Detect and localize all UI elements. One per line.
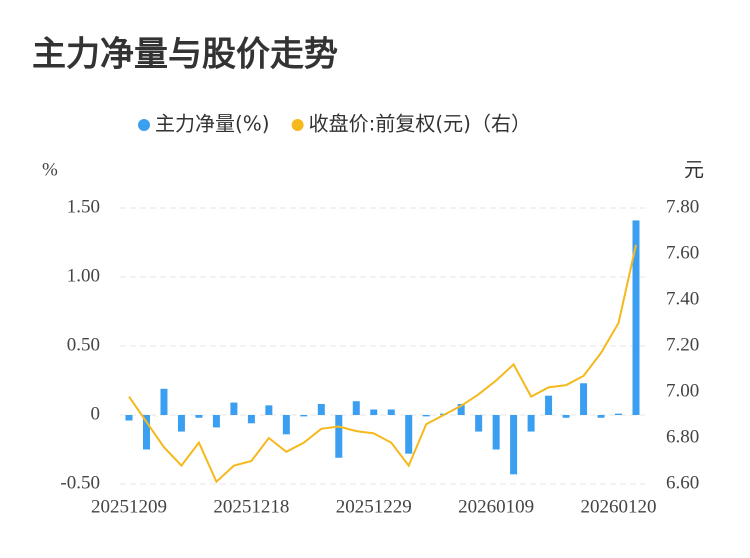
legend-label: 收盘价:前复权(元)（右） (309, 112, 531, 136)
bar (492, 415, 500, 450)
bar (615, 413, 623, 415)
bar (352, 401, 360, 415)
bar (527, 415, 535, 432)
bar (160, 388, 168, 415)
x-tick-label: 20260109 (458, 496, 534, 517)
bar (230, 402, 238, 415)
y-axis-label: % (42, 159, 58, 180)
y-tick-label: -0.50 (60, 472, 100, 493)
y-tick-label: 1.00 (67, 265, 100, 286)
x-tick-label: 20251209 (91, 496, 167, 517)
bar (335, 415, 343, 458)
x-tick-label: 20251218 (213, 496, 289, 517)
bar (387, 409, 395, 415)
y2-tick-label: 6.80 (666, 426, 699, 447)
bar (125, 415, 133, 421)
bar (265, 405, 273, 415)
bar (317, 403, 325, 415)
y-tick-label: 1.50 (67, 196, 100, 217)
legend-marker (138, 119, 150, 131)
bar (177, 415, 185, 432)
y2-tick-label: 7.80 (666, 196, 699, 217)
bar (632, 220, 640, 415)
bar (562, 415, 570, 418)
bar (142, 415, 150, 450)
bar (370, 409, 378, 415)
y-tick-label: 0 (91, 403, 101, 424)
y2-tick-label: 6.60 (666, 472, 699, 493)
bar (282, 415, 290, 435)
y2-tick-label: 7.40 (666, 288, 699, 309)
bar (422, 415, 430, 417)
bar (405, 415, 413, 454)
bar (457, 403, 465, 415)
bar (580, 383, 588, 415)
y-tick-label: 0.50 (67, 334, 100, 355)
bar (510, 415, 518, 475)
bar (475, 415, 483, 432)
bar (300, 415, 308, 417)
legend-label: 主力净量(%) (155, 112, 270, 136)
bar (597, 415, 605, 418)
bar (545, 395, 553, 415)
x-tick-label: 20260120 (581, 496, 657, 517)
bar (195, 415, 203, 418)
y2-tick-label: 7.60 (666, 242, 699, 263)
chart-title: 主力净量与股价走势 (32, 35, 338, 75)
y2-axis-label: 元 (684, 158, 704, 182)
x-tick-label: 20251229 (336, 496, 412, 517)
y2-tick-label: 7.20 (666, 334, 699, 355)
bar (212, 415, 220, 428)
legend-marker (291, 119, 304, 131)
y2-tick-label: 7.00 (666, 380, 699, 401)
bar (247, 415, 255, 424)
price-line (128, 244, 637, 484)
